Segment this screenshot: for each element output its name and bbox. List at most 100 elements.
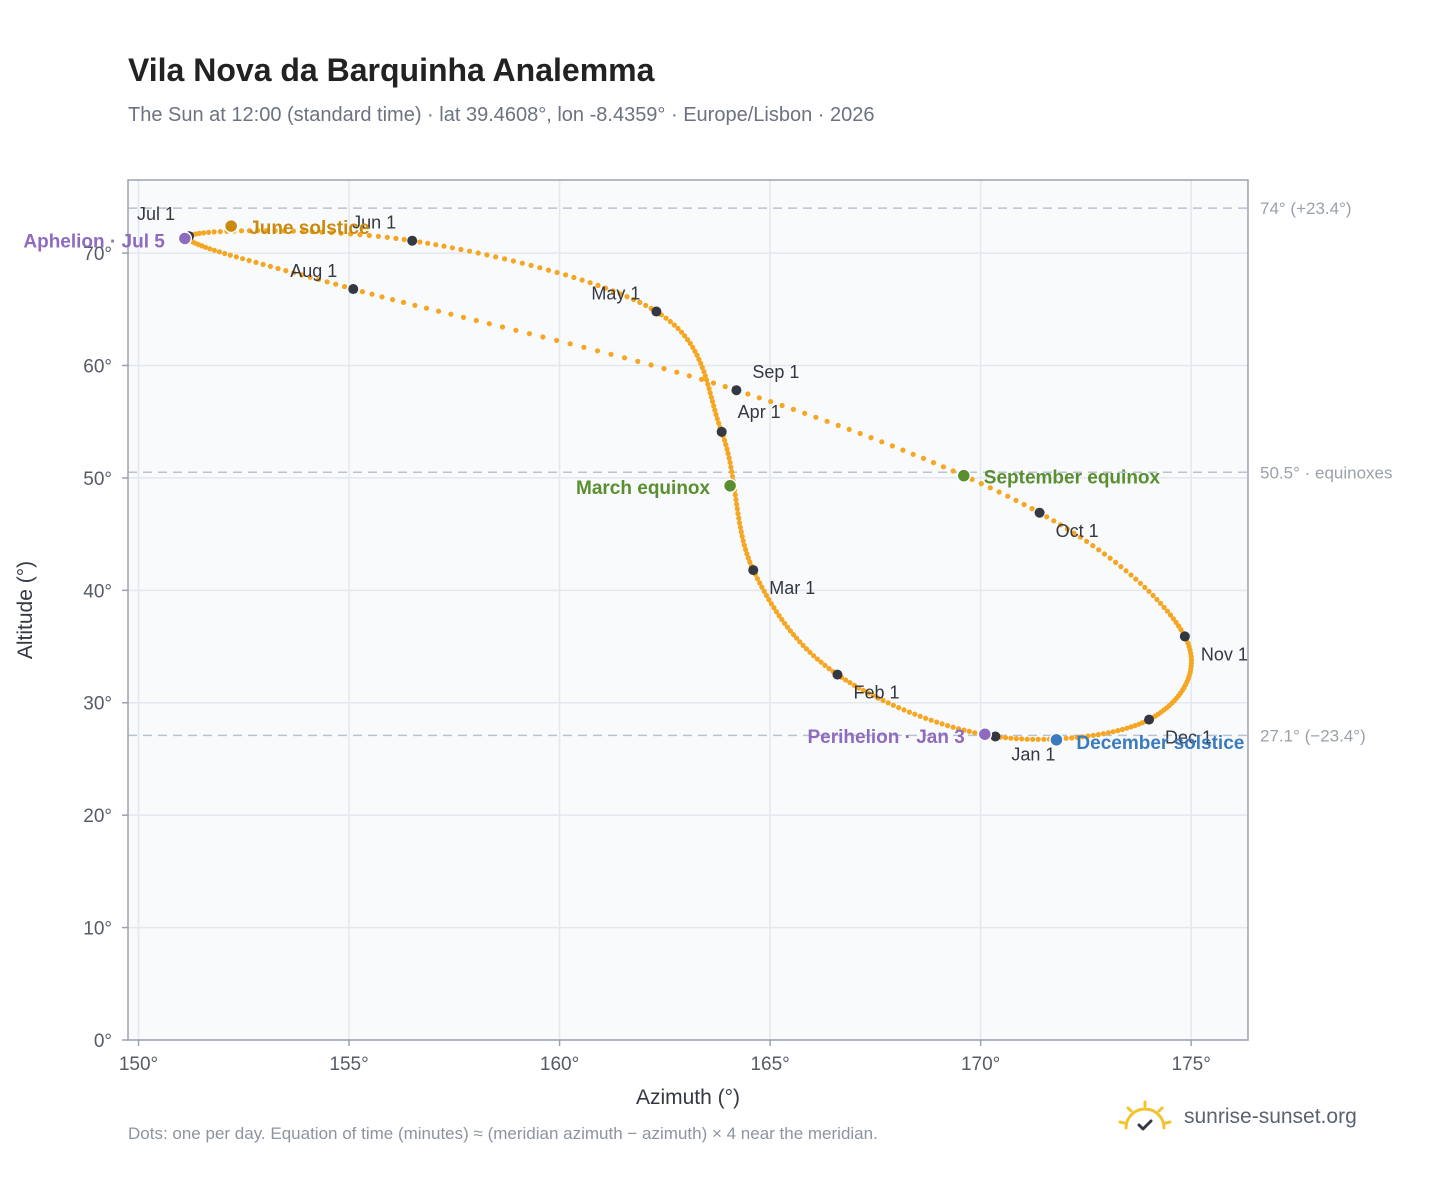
event-markers: June solstice December solstice March equi… (23, 218, 1244, 754)
day-dot (736, 515, 742, 521)
day-dot (319, 229, 325, 235)
day-dot (290, 228, 296, 234)
brand[interactable]: sunrise-sunset.org (1118, 1100, 1357, 1134)
day-dot (1136, 721, 1142, 727)
day-dot (756, 395, 762, 401)
day-dot (661, 366, 667, 372)
day-dot (238, 228, 245, 234)
day-dot (1029, 506, 1035, 512)
day-dot (567, 341, 573, 347)
day-dot (475, 250, 481, 256)
day-dot (510, 258, 516, 264)
day-dot (272, 228, 278, 234)
day-dot (1150, 592, 1156, 599)
day-dot (1105, 730, 1111, 736)
day-dot (275, 265, 281, 272)
day-dot (732, 492, 738, 498)
day-dot (678, 329, 685, 335)
day-dot (776, 613, 782, 619)
day-dot (1063, 735, 1069, 741)
day-dot (610, 288, 616, 294)
day-dot (348, 231, 354, 237)
day-dot (745, 391, 751, 397)
day-dot (384, 234, 390, 240)
day-dot (811, 653, 817, 659)
event-dot (722, 478, 738, 494)
day-dot (366, 232, 372, 239)
day-dot (784, 624, 791, 630)
day-dot (744, 551, 750, 557)
day-dot (283, 268, 289, 274)
day-dot (734, 506, 740, 512)
day-dot (890, 702, 897, 708)
day-dot (1069, 735, 1075, 741)
day-dot (333, 281, 339, 287)
day-dot (860, 687, 867, 694)
day-dot (843, 677, 849, 683)
day-dot (723, 442, 729, 448)
day-dot (800, 642, 806, 649)
day-dot (1128, 724, 1134, 730)
day-dot (281, 228, 287, 234)
month-dot (748, 565, 759, 576)
day-dot (246, 228, 252, 234)
day-dot (728, 464, 734, 470)
day-dot (906, 709, 913, 715)
day-dot (486, 321, 492, 327)
day-dot (400, 299, 407, 305)
month-label: Oct 1 (1056, 521, 1099, 541)
day-dot (579, 277, 585, 283)
day-dot (263, 228, 269, 234)
month-dot (348, 284, 359, 295)
day-dot (603, 285, 609, 291)
day-dot (1110, 729, 1116, 735)
day-dot (458, 246, 464, 253)
day-dot (253, 259, 259, 265)
day-dot (359, 289, 365, 295)
day-dot (996, 489, 1002, 495)
day-dot (207, 246, 213, 252)
day-dot (617, 291, 623, 297)
day-dot (847, 680, 853, 686)
day-dot (246, 257, 252, 264)
day-dot (955, 726, 962, 732)
day-dot (814, 656, 820, 662)
day-dot (763, 592, 770, 599)
day-dot (747, 559, 753, 565)
y-tick-label: 30° (83, 694, 112, 715)
event-label: Aphelion · Jul 5 (23, 231, 165, 252)
event-dot (223, 218, 239, 234)
day-dot (822, 662, 828, 669)
month-dot (832, 669, 843, 680)
day-dot (940, 464, 947, 470)
day-dot (466, 248, 473, 254)
day-dot (563, 272, 569, 278)
day-dot (766, 597, 772, 603)
day-dot (737, 524, 744, 530)
day-dot (1119, 726, 1125, 733)
day-dot (595, 282, 601, 288)
day-dot (708, 394, 715, 400)
day-dot (357, 232, 363, 238)
day-dot (740, 538, 746, 544)
day-dot (725, 450, 731, 457)
day-dot (528, 262, 534, 268)
y-tick-label: 0° (94, 1031, 112, 1052)
day-dot (761, 588, 767, 595)
day-dot (939, 721, 945, 727)
event-dot (177, 231, 193, 246)
day-dot (217, 229, 223, 235)
day-dot (743, 546, 749, 553)
month-label: Dec 1 (1165, 728, 1212, 748)
day-dot (417, 239, 423, 245)
day-dot (930, 460, 937, 466)
day-dot (473, 317, 479, 324)
day-dot (846, 426, 852, 432)
day-dot (545, 267, 552, 273)
day-dot (675, 325, 681, 332)
day-dot (950, 724, 956, 730)
day-dot (910, 451, 916, 457)
day-dot (1041, 736, 1047, 742)
month-label: Feb 1 (853, 683, 899, 703)
day-dot (682, 333, 688, 339)
